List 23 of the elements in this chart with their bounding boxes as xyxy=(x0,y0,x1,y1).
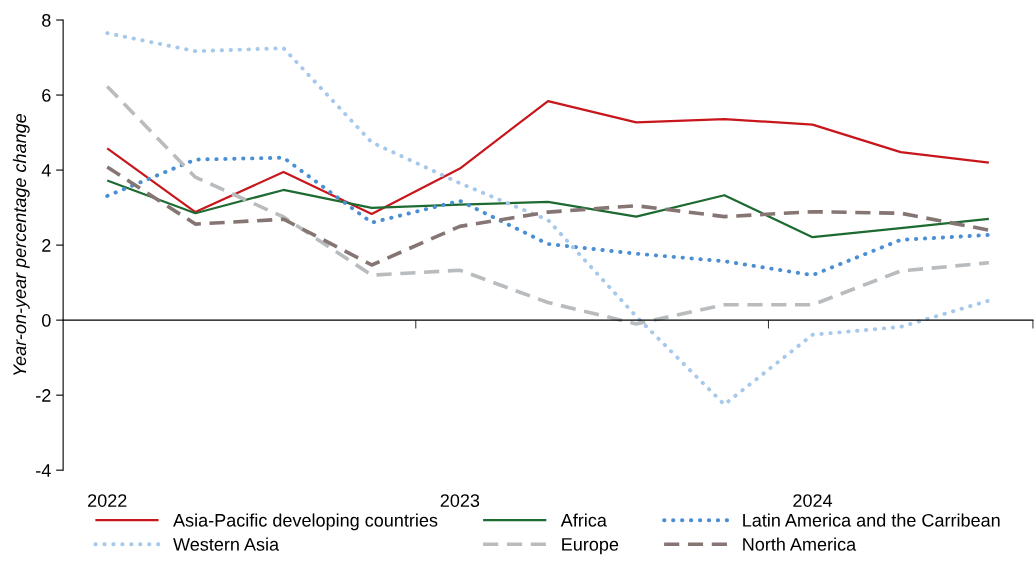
line-series xyxy=(106,99,990,216)
x-tick-label: 2024 xyxy=(793,494,833,507)
y-tick-label: 6 xyxy=(42,88,51,102)
y-tick-label: 8 xyxy=(42,13,51,27)
legend-label: Latin America and the Carribean xyxy=(743,513,1000,527)
legend-label: Europe xyxy=(562,538,619,555)
y-tick-label: -2 xyxy=(36,389,51,402)
y-tick-label: 2 xyxy=(42,239,51,252)
legend-label: Africa xyxy=(560,513,607,527)
line-series xyxy=(105,84,991,326)
y-tick-label: 4 xyxy=(41,164,51,177)
line-series xyxy=(105,165,991,267)
y-axis-title: Year-on-year percentage change xyxy=(12,113,30,376)
x-tick-label: 2022 xyxy=(88,494,127,507)
legend-label: Asia-Pacific developing countries xyxy=(173,513,438,531)
legend-label: North America xyxy=(743,537,857,551)
x-tick-label: 2023 xyxy=(440,494,480,507)
y-tick-label: -4 xyxy=(36,464,51,477)
line-series xyxy=(105,31,991,407)
line-series xyxy=(106,179,990,239)
line-series xyxy=(105,155,991,278)
legend-label: Western Asia xyxy=(173,537,280,551)
y-tick-label: 0 xyxy=(41,314,51,327)
